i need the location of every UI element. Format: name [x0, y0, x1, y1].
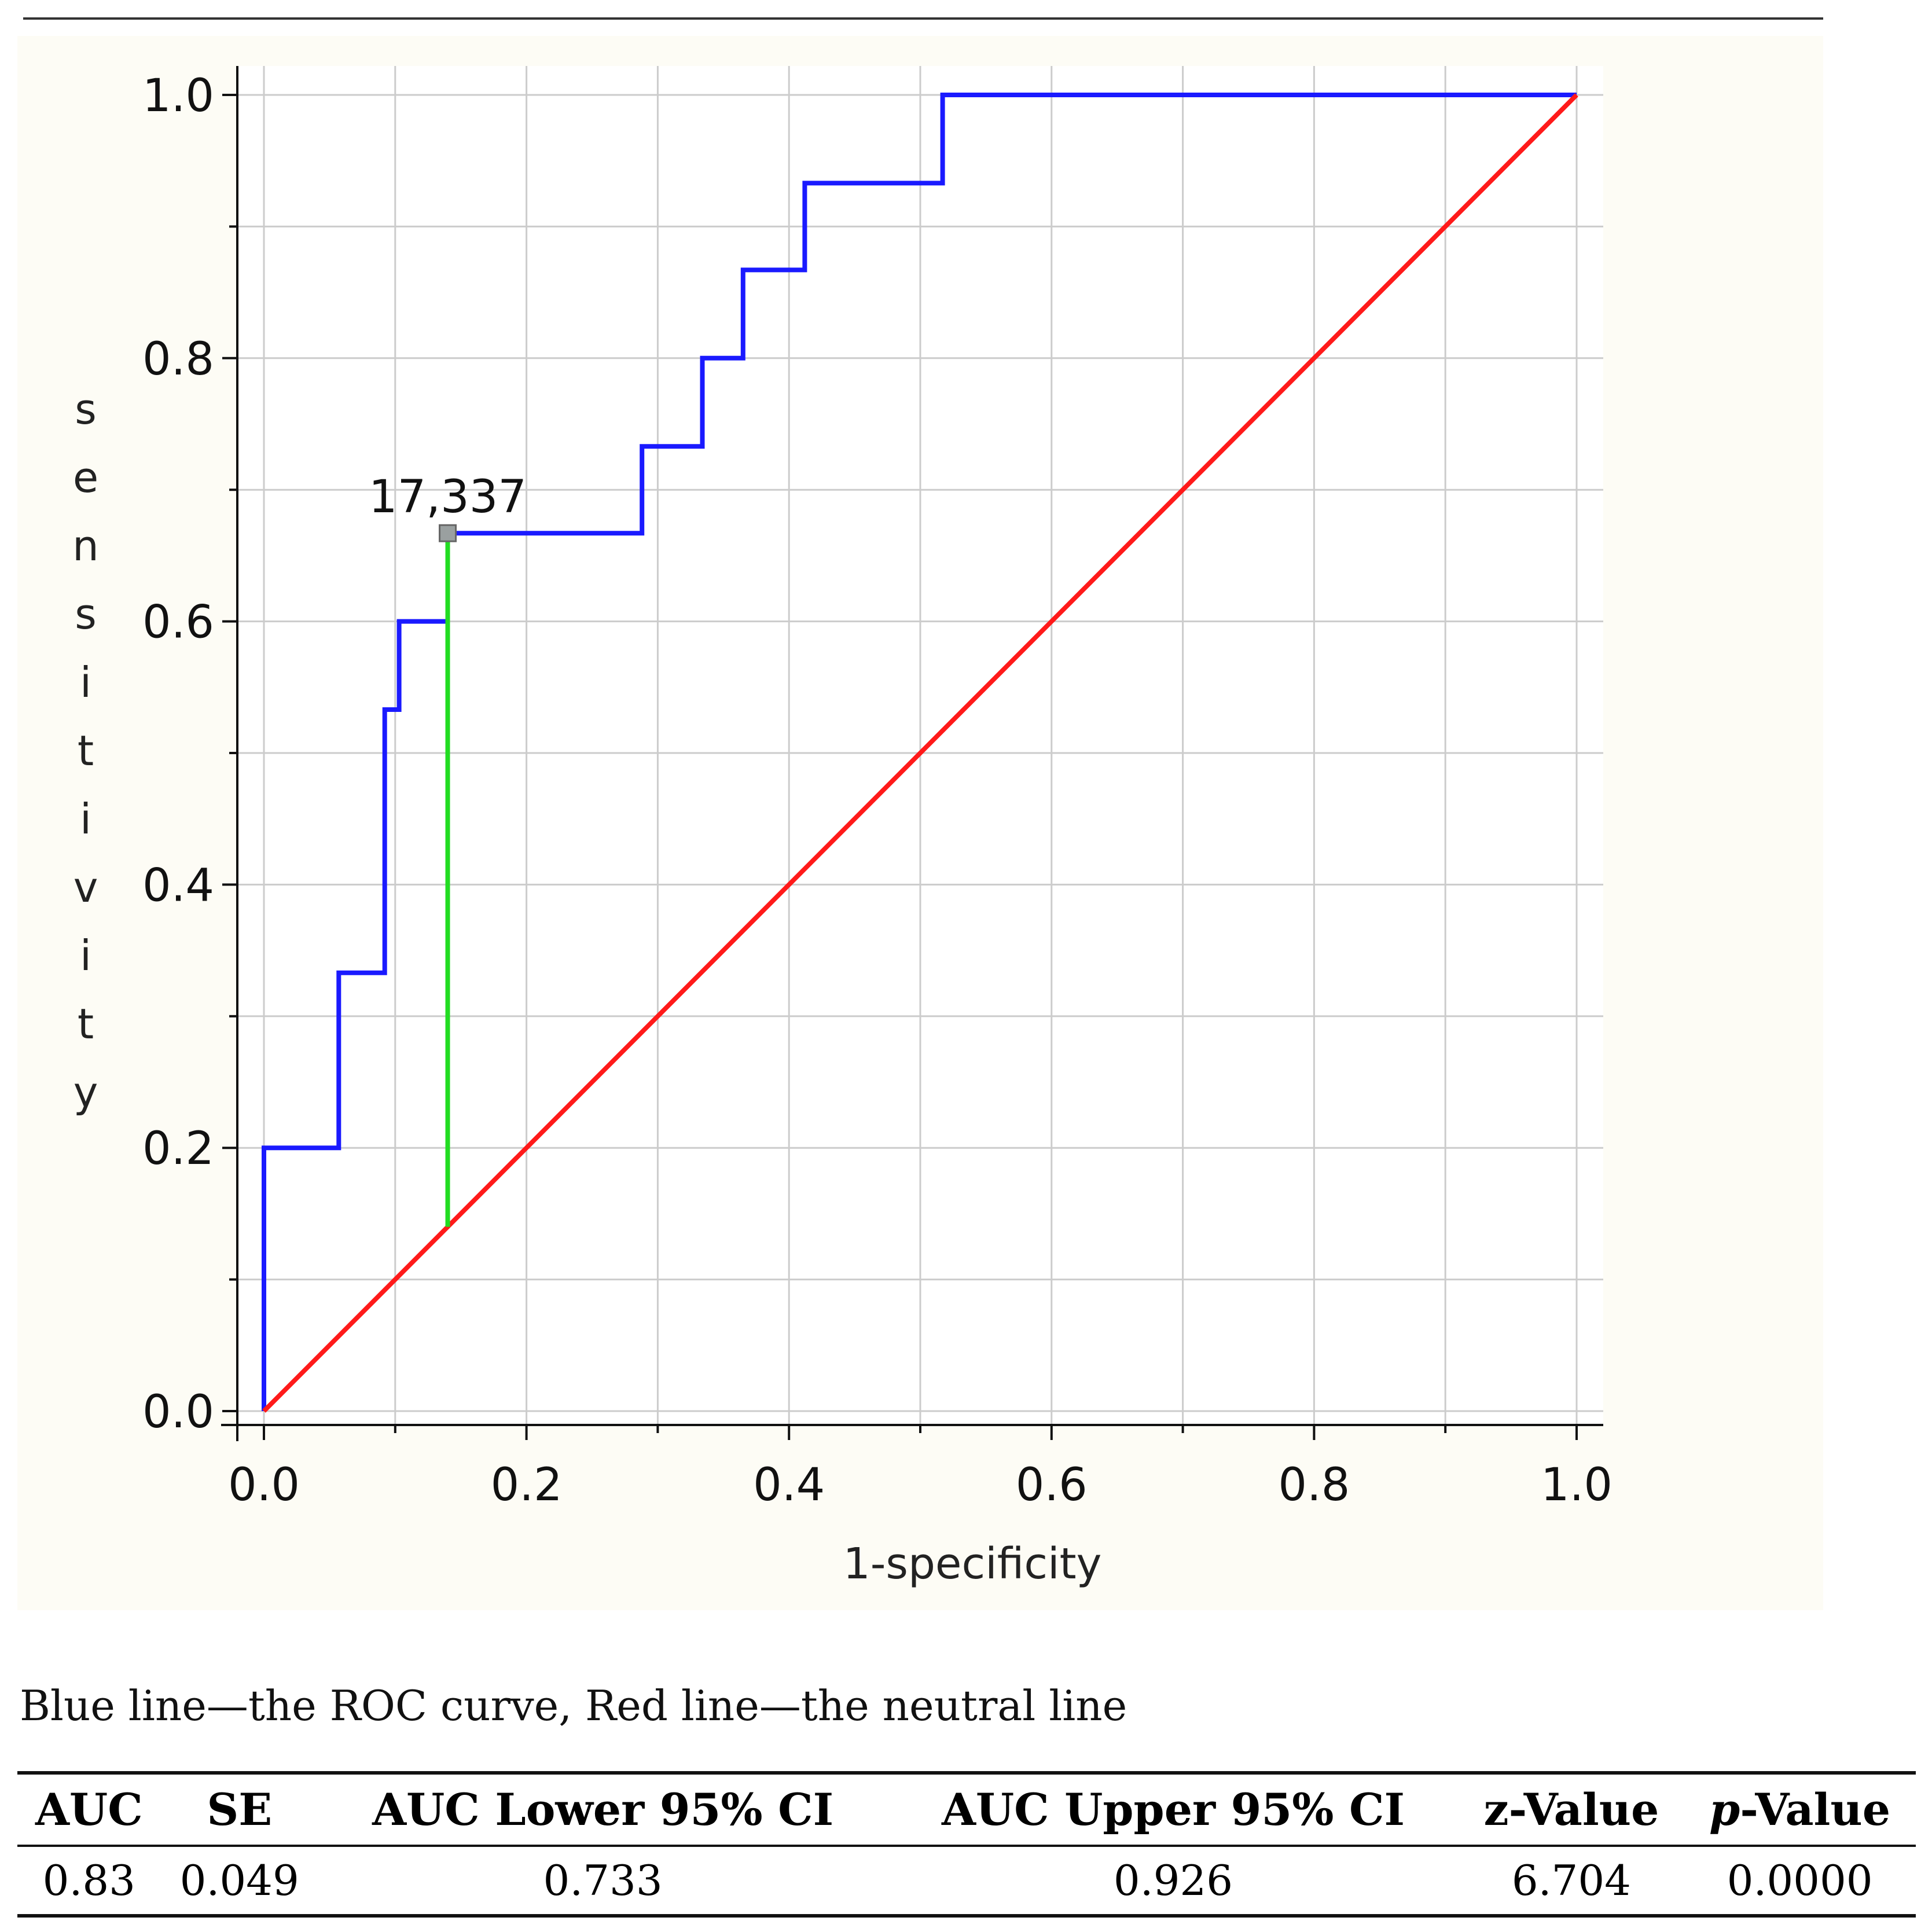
y-tick-label: 0.2 — [142, 1123, 214, 1175]
roc-curve-line — [262, 93, 1577, 1411]
table-row: 0.83 0.049 0.733 0.926 6.704 0.0000 — [17, 1846, 1916, 1918]
y-axis-title-letter: v — [74, 863, 98, 912]
x-tick-label: 0.4 — [753, 1459, 825, 1511]
header-p-suffix: -Value — [1740, 1784, 1891, 1835]
top-rule — [23, 17, 1823, 20]
header-se: SE — [160, 1771, 318, 1847]
neutral-line — [262, 93, 1578, 1413]
y-tick-label: 0.6 — [142, 597, 214, 649]
header-auc-upper: AUC Upper 95% CI — [887, 1771, 1459, 1847]
grid-layer — [237, 66, 1603, 1425]
y-tick-label: 0.8 — [142, 333, 214, 385]
cell-auc-upper: 0.926 — [887, 1846, 1459, 1918]
header-auc-lower: AUC Lower 95% CI — [318, 1771, 888, 1847]
header-auc: AUC — [17, 1771, 161, 1847]
y-axis-title-letter: y — [74, 1068, 98, 1116]
figure-caption: Blue line—the ROC curve, Red line—the ne… — [20, 1681, 1127, 1730]
y-tick-label: 0.0 — [142, 1386, 214, 1438]
cutoff-annotation: 17,337 — [369, 471, 527, 523]
cutoff-marker — [439, 524, 457, 542]
chart-panel: 0.0 0.2 0.4 0.6 0.8 1.0 0.0 0.2 0.4 0.6 0.8 1.0 1-sp… — [17, 36, 1823, 1610]
y-axis-title-letter: s — [75, 590, 97, 638]
x-tick-label: 0.6 — [1016, 1459, 1088, 1511]
cell-p-value: 0.0000 — [1684, 1846, 1916, 1918]
x-tick-label: 0.2 — [491, 1459, 563, 1511]
y-axis-title-letter: i — [80, 658, 91, 707]
y-axis-title-letter: i — [80, 931, 91, 980]
y-axis-title-letter: n — [72, 521, 99, 570]
x-tick-label: 0.0 — [228, 1459, 300, 1511]
y-axis-title-letter: t — [78, 726, 94, 775]
series-layer — [262, 93, 1578, 1413]
y-axis-title-letter: i — [80, 795, 91, 843]
y-tick-label: 0.4 — [142, 860, 214, 912]
axes-layer — [221, 66, 1603, 1441]
x-tick-label: 0.8 — [1278, 1459, 1350, 1511]
y-axis-title-letter: e — [73, 453, 98, 502]
roc-chart: 0.0 0.2 0.4 0.6 0.8 1.0 0.0 0.2 0.4 0.6 0.8 1.0 1-sp… — [72, 66, 1613, 1589]
labels-layer: 0.0 0.2 0.4 0.6 0.8 1.0 0.0 0.2 0.4 0.6 0.8 1.0 1-sp… — [72, 70, 1613, 1589]
cell-z-value: 6.704 — [1459, 1846, 1684, 1918]
cell-se: 0.049 — [160, 1846, 318, 1918]
cell-auc-lower: 0.733 — [318, 1846, 888, 1918]
table-header-row: AUC SE AUC Lower 95% CI AUC Upper 95% CI… — [17, 1771, 1916, 1847]
stats-table: AUC SE AUC Lower 95% CI AUC Upper 95% CI… — [17, 1771, 1916, 1918]
header-z-value: z-Value — [1459, 1771, 1684, 1847]
y-tick-label: 1.0 — [142, 70, 214, 122]
header-p-value: p-Value — [1684, 1771, 1916, 1847]
y-axis-title-letter: s — [75, 385, 97, 434]
header-p-prefix: p — [1709, 1784, 1740, 1835]
y-axis-title-letter: t — [78, 1000, 94, 1048]
cell-auc: 0.83 — [17, 1846, 161, 1918]
x-axis-title: 1-specificity — [843, 1539, 1102, 1589]
x-tick-label: 1.0 — [1541, 1459, 1613, 1511]
